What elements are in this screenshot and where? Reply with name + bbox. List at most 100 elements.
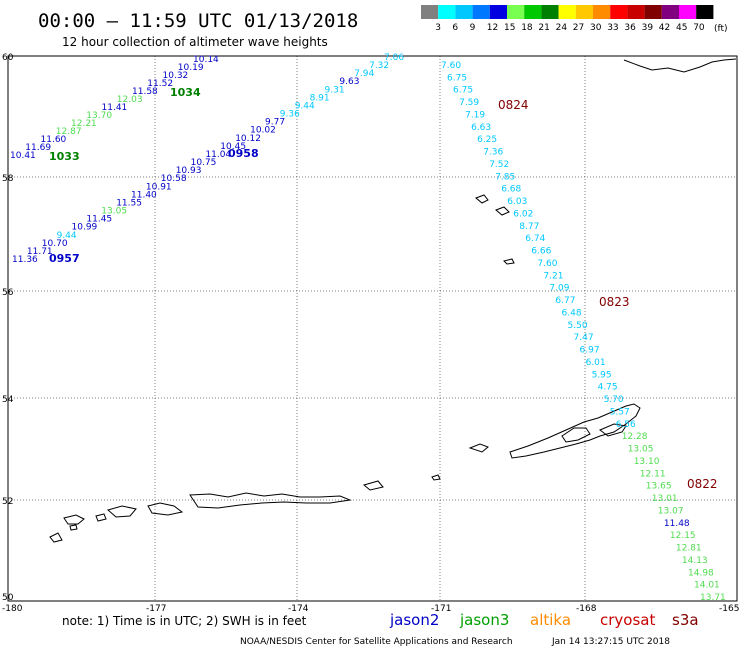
- swh-track-s3a: 7.60 6.75 6.75 7.59 7.19 6.63 6.25 7.36 7.52 7.85…: [441, 61, 726, 603]
- swh-label: 9.36: [280, 110, 300, 120]
- swh-label: 13.71: [700, 593, 726, 603]
- scale-swatch: [472, 5, 490, 19]
- track-time-1034: 1034: [170, 86, 201, 99]
- swh-label: 5.57: [610, 407, 630, 417]
- island-5: [362, 480, 384, 491]
- lon-tick-165: -165: [719, 604, 739, 614]
- swh-label: 6.74: [525, 234, 545, 244]
- scale-swatch: [558, 5, 576, 19]
- swh-label: 13.01: [652, 494, 678, 504]
- lon-tick-180: -180: [2, 604, 23, 614]
- scale-label: 45: [676, 23, 687, 33]
- swh-label: 14.01: [694, 581, 720, 591]
- legend-altika: altika: [530, 611, 571, 629]
- lat-tick-52: 52: [2, 497, 13, 507]
- lon-tick-168: -168: [576, 604, 597, 614]
- island-attu: [49, 532, 63, 543]
- graticule: [8, 56, 737, 601]
- scale-label: 30: [590, 23, 602, 33]
- color-scale: 3 6 9 12 15 18 21 24 27 30 33 36 39 42 45 70: [421, 5, 714, 33]
- swh-label: 11.45: [86, 215, 112, 225]
- swh-label: 14.13: [682, 556, 708, 566]
- swh-label: 10.70: [42, 239, 68, 249]
- swh-label: 9.44: [295, 102, 315, 112]
- swh-label: 11.58: [132, 87, 158, 97]
- lat-tick-58: 58: [2, 174, 14, 184]
- island-unimak: [561, 427, 591, 443]
- swh-label: 7.19: [465, 111, 485, 121]
- swh-label: 13.65: [646, 482, 672, 492]
- scale-unit: (ft): [714, 24, 728, 34]
- scale-label: 42: [659, 23, 670, 33]
- island-near: [63, 514, 85, 525]
- swh-label: 12.81: [676, 544, 702, 554]
- swh-label: 9.77: [265, 118, 285, 128]
- scale-label: 18: [521, 23, 533, 33]
- swh-track-jason2: 7.067.327.949.639.318.919.449.369.7710.0…: [12, 53, 404, 265]
- coastlines: [49, 58, 737, 543]
- scale-swatch: [696, 5, 714, 19]
- scale-swatch: [489, 5, 507, 19]
- swh-label: 6.77: [555, 296, 575, 306]
- swh-label: 6.68: [501, 185, 521, 195]
- swh-label: 11.55: [116, 198, 142, 208]
- swh-track-jason3: 10.1410.1910.3211.5211.5812.0311.4113.70…: [10, 55, 219, 161]
- swh-label: 10.19: [178, 63, 204, 73]
- track-time-1033: 1033: [49, 150, 80, 163]
- swh-label: 10.91: [146, 182, 172, 192]
- scale-swatch: [575, 5, 593, 19]
- mission-legend: jason2 jason3 altika cryosat s3a: [389, 611, 699, 629]
- swh-label: 7.36: [483, 148, 503, 158]
- swh-label: 7.59: [459, 98, 479, 108]
- swh-label: 7.47: [574, 333, 594, 343]
- swh-label: 10.32: [163, 71, 189, 81]
- swh-label: 9.44: [57, 231, 77, 241]
- swh-label: 11.36: [12, 255, 38, 265]
- swh-label: 13.10: [634, 457, 660, 467]
- scale-label: 36: [624, 23, 636, 33]
- swh-label: 11.60: [41, 135, 67, 145]
- island-adak: [147, 502, 184, 516]
- island-rat: [106, 505, 137, 518]
- footer-timestamp: Jan 14 13:27:15 UTC 2018: [551, 637, 670, 647]
- lon-tick-labels: -180 -177 -174 -171 -168 -165: [2, 604, 739, 614]
- track-time-0824: 0824: [498, 98, 529, 112]
- lon-tick-177: -177: [146, 604, 166, 614]
- swh-label: 7.60: [441, 61, 461, 71]
- scale-swatch: [610, 5, 628, 19]
- island-andreanof: [189, 492, 352, 509]
- swh-label: 7.09: [549, 284, 569, 294]
- track-time-0822: 0822: [687, 477, 718, 491]
- swh-label: 6.02: [513, 210, 533, 220]
- swh-label: 10.58: [161, 174, 187, 184]
- swh-label: 12.15: [670, 531, 696, 541]
- coast-alaska-peninsula: [509, 403, 641, 459]
- swh-label: 14.98: [688, 568, 714, 578]
- swh-label: 10.41: [10, 151, 36, 161]
- island-3: [503, 258, 515, 265]
- island-6: [95, 513, 107, 522]
- swh-label: 12.28: [622, 432, 648, 442]
- swh-label: 10.93: [176, 166, 202, 176]
- swh-label: 10.02: [250, 126, 276, 136]
- swh-label: 5.70: [604, 395, 624, 405]
- track-time-labels: 1034 1033 0958 0957 0824 0823 0822: [49, 86, 718, 491]
- scale-label: 9: [470, 23, 476, 33]
- lat-tick-56: 56: [2, 288, 14, 298]
- scale-label: 6: [452, 23, 458, 33]
- scale-label: 39: [642, 23, 654, 33]
- swh-label: 8.77: [519, 222, 539, 232]
- swh-label: 12.03: [117, 95, 143, 105]
- swh-label: 13.07: [658, 506, 684, 516]
- swh-label: 12.21: [71, 119, 97, 129]
- scale-swatch: [593, 5, 611, 19]
- swh-label: 7.52: [489, 160, 509, 170]
- swh-label: 11.52: [147, 79, 173, 89]
- swh-label: 13.70: [86, 111, 112, 121]
- map-frame: [7, 55, 738, 602]
- swh-label: 13.05: [628, 445, 654, 455]
- scale-label: 3: [435, 23, 441, 33]
- scale-label: 12: [487, 23, 498, 33]
